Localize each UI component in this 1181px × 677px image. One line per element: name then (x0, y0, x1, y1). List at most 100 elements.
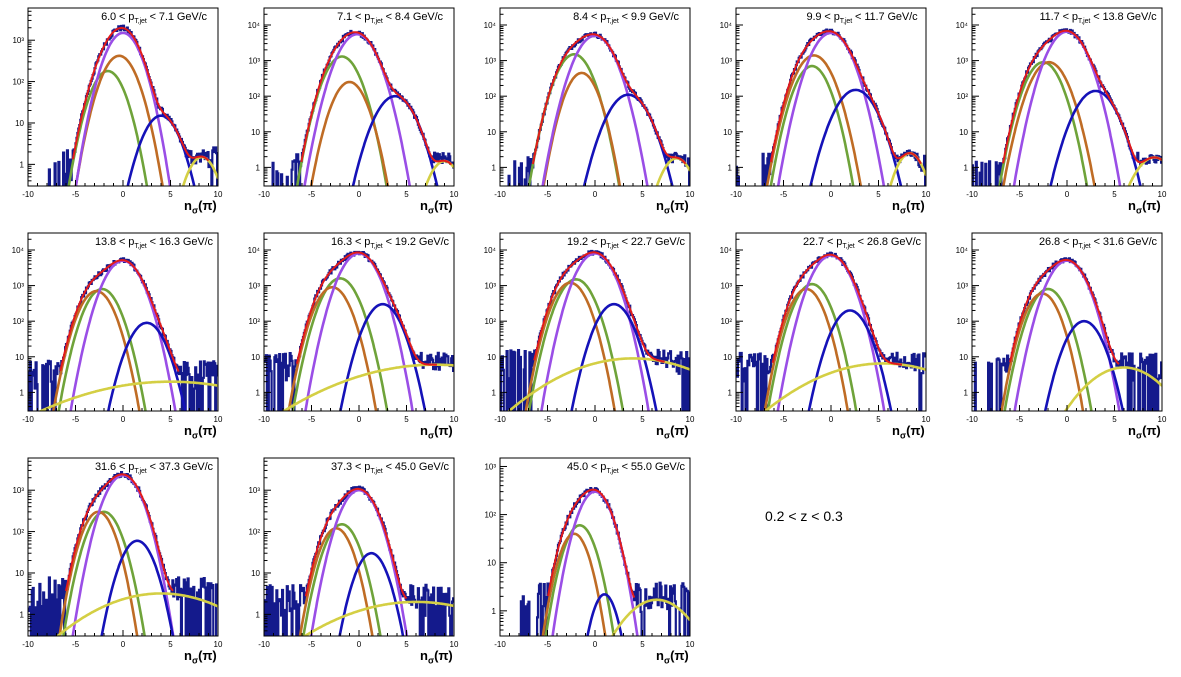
x-tick-label: 0 (1065, 190, 1070, 199)
x-axis-label: nσ(π) (656, 648, 689, 666)
y-tick-label: 10⁴ (248, 246, 261, 255)
x-axis-label: nσ(π) (656, 423, 689, 441)
fit-component-curve (540, 252, 650, 411)
chart-panel: -10 -5 0 5 10 1 10 10² 10³ 10⁴ 22.7 < pT,jet < 26.… (708, 225, 944, 450)
plot-frame (27, 7, 219, 187)
y-tick-label: 10 (487, 128, 496, 137)
pt-low-bound: 16.3 (331, 236, 353, 248)
chart-panel: -10 -5 0 5 10 1 10 10² 10³ 10⁴ 13.8 < pT,jet < 16.… (0, 225, 236, 450)
pt-symbol: < pT,jet < (588, 461, 631, 476)
y-tick-label: 10⁴ (12, 246, 25, 255)
pt-symbol: < pT,jet < (116, 11, 159, 26)
x-tick-label: 0 (357, 640, 362, 649)
y-tick-label: 10 (723, 128, 732, 137)
data-histogram (271, 29, 454, 186)
y-tick-label: 10³ (956, 282, 968, 291)
chart-panel: -10 -5 0 5 10 1 10 10² 10³ 10⁴ 11.7 < pT,jet < 13.… (944, 0, 1180, 225)
fit-component-curve (570, 302, 658, 411)
y-tick-label: 10³ (12, 36, 24, 45)
fit-component-curve (1127, 156, 1162, 186)
y-tick-label: 10⁴ (484, 21, 497, 30)
pt-high-bound: 9.9 GeV/c (630, 11, 679, 23)
y-tick-label: 10 (251, 353, 260, 362)
y-tick-label: 10⁴ (956, 246, 969, 255)
y-tick-label: 10 (251, 569, 260, 578)
panel-title: 19.2 < pT,jet < 22.7 GeV/c (508, 236, 744, 250)
fit-component-curve (1063, 366, 1162, 411)
chart-panel: -10 -5 0 5 10 1 10 10² 10³ 10⁴ 8.4 < pT,jet < 9.9 … (472, 0, 708, 225)
y-tick-label: 10³ (248, 57, 260, 66)
pt-high-bound: 19.2 GeV/c (394, 236, 449, 248)
pt-low-bound: 11.7 (1039, 11, 1060, 23)
x-tick-label: -10 (494, 190, 506, 199)
chart-svg: -10 -5 0 5 10 1 10 10² 10³ 10⁴ (720, 232, 931, 424)
x-tick-label: 5 (876, 190, 881, 199)
pt-high-bound: 31.6 GeV/c (1102, 236, 1157, 248)
x-tick-label: 5 (404, 190, 409, 199)
y-tick-label: 1 (256, 163, 261, 172)
pt-low-bound: 7.1 (337, 11, 353, 23)
y-tick-label: 10² (484, 511, 496, 520)
x-tick-label: -5 (544, 415, 552, 424)
fit-component-curve (1000, 292, 1085, 411)
panel-title: 9.9 < pT,jet < 11.7 GeV/c (744, 11, 980, 25)
x-tick-label: 10 (214, 190, 223, 199)
fit-component-curve (610, 598, 690, 636)
y-tick-label: 10² (248, 528, 260, 537)
fit-component-curve (126, 114, 196, 186)
fit-component-curve (541, 532, 607, 636)
panel-title: 37.3 < pT,jet < 45.0 GeV/c (272, 461, 508, 475)
chart-svg: -10 -5 0 5 10 1 10 10² 10³ 10⁴ (484, 232, 695, 424)
y-tick-label: 10 (959, 353, 968, 362)
pt-high-bound: 45.0 GeV/c (394, 461, 449, 473)
fit-component-curve (287, 285, 378, 411)
fit-component-curve (776, 254, 886, 411)
x-tick-label: 0 (593, 190, 598, 199)
pt-high-bound: 22.7 GeV/c (630, 236, 685, 248)
pt-symbol: < pT,jet < (821, 11, 865, 26)
fit-component-curve (52, 289, 141, 411)
chart-panel: -10 -5 0 5 10 1 10 10² 10³ 10⁴ 9.9 < pT,jet < 11.7… (708, 0, 944, 225)
fit-component-curve (586, 593, 623, 636)
x-tick-label: -5 (308, 415, 316, 424)
chart-panel: -10 -5 0 5 10 1 10 10² 10³ 10⁴ 16.3 < pT,jet < 19.… (236, 225, 472, 450)
x-tick-label: -5 (1016, 190, 1024, 199)
total-fit-curve (531, 33, 687, 165)
x-tick-label: 10 (214, 640, 223, 649)
pt-symbol: < pT,jet < (116, 461, 159, 476)
total-fit-curve (295, 251, 437, 366)
x-tick-label: 10 (686, 190, 695, 199)
x-tick-label: -5 (780, 190, 788, 199)
total-fit-curve (304, 487, 408, 600)
x-axis-label: nσ(π) (184, 423, 217, 441)
y-tick-label: 1 (20, 160, 25, 169)
x-axis-label: nσ(π) (184, 198, 217, 216)
x-tick-label: -5 (780, 415, 788, 424)
fit-component-curve (281, 363, 454, 411)
fit-component-curve (74, 54, 164, 186)
fit-component-curve (998, 60, 1089, 186)
chart-panel: -10 -5 0 5 10 1 10 10² 10³ 10⁴ 7.1 < pT,jet < 8.4 … (236, 0, 472, 225)
x-tick-label: 5 (404, 640, 409, 649)
x-tick-label: -10 (258, 640, 270, 649)
chart-svg: -10 -5 0 5 10 1 10 10² 10³ 10⁴ (248, 232, 459, 424)
x-tick-label: 0 (593, 415, 598, 424)
total-fit-curve (1002, 29, 1162, 164)
pt-symbol: < pT,jet < (588, 11, 631, 26)
pt-low-bound: 31.6 (95, 461, 117, 473)
y-tick-label: 10³ (484, 462, 496, 471)
chart-svg: -10 -5 0 5 10 1 10 10² 10³ (248, 457, 459, 649)
x-tick-label: 10 (1158, 190, 1167, 199)
fit-component-curve (67, 69, 149, 186)
panel-title: 26.8 < pT,jet < 31.6 GeV/c (980, 236, 1181, 250)
fit-component-curve (582, 93, 674, 186)
x-tick-label: -5 (72, 415, 80, 424)
y-tick-label: 1 (256, 610, 261, 619)
fit-component-curve (339, 302, 427, 411)
y-tick-label: 10 (15, 353, 24, 362)
panel-title: 22.7 < pT,jet < 26.8 GeV/c (744, 236, 980, 250)
pt-high-bound: 37.3 GeV/c (158, 461, 213, 473)
pt-high-bound: 11.7 GeV/c (864, 11, 918, 23)
x-tick-label: 10 (922, 415, 931, 424)
y-tick-label: 10³ (12, 486, 24, 495)
